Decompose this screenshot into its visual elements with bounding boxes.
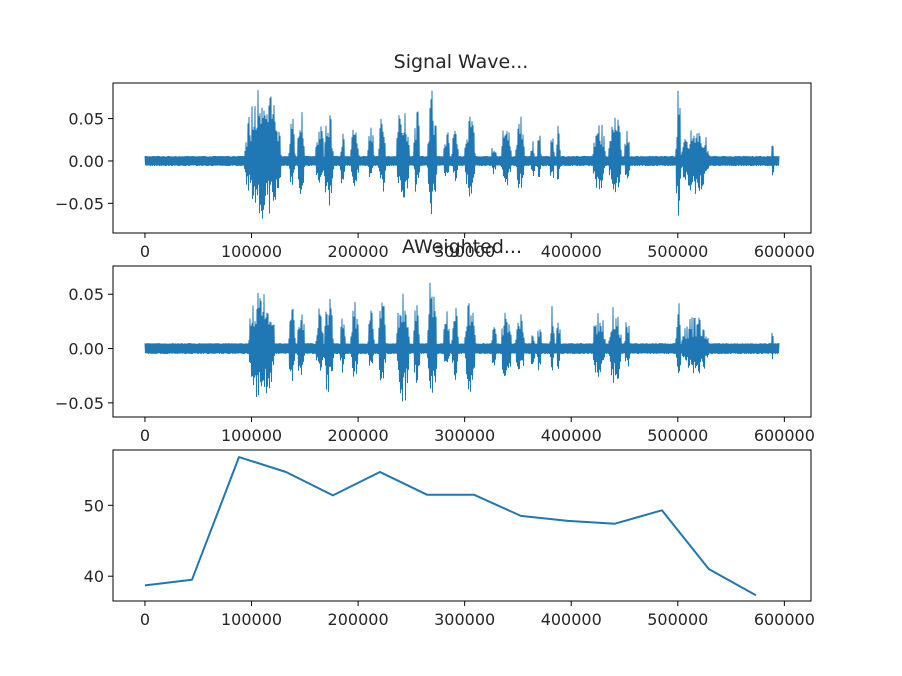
x-tick-label: 100000 (221, 242, 282, 261)
waveform-series-line (144, 90, 780, 219)
x-tick-label: 300000 (434, 610, 495, 629)
plot-frame (112, 265, 812, 418)
chart-title: AWeighted... (402, 236, 522, 258)
x-tick-label: 400000 (541, 610, 602, 629)
y-axis-ticks: 50 40 (84, 496, 113, 586)
y-axis-ticks: 0.05 0.00 −0.05 (55, 110, 113, 213)
x-tick-label: 100000 (221, 426, 282, 445)
plot-frame (112, 449, 812, 602)
chart-title: Signal Wave... (394, 51, 529, 73)
x-axis-ticks: 0 100000 200000 300000 400000 500000 600000 (140, 601, 815, 629)
plot-frame (112, 82, 812, 234)
y-axis-ticks: 0.05 0.00 −0.05 (55, 285, 113, 413)
subplot-aweighted: 0 100000 200000 300000 400000 500000 600000 0.… (55, 236, 815, 445)
x-tick-label: 200000 (328, 426, 389, 445)
level-series-line (144, 456, 757, 597)
y-tick-label: 0.05 (68, 110, 104, 129)
y-tick-label: 0.00 (68, 340, 104, 359)
y-tick-label: −0.05 (55, 194, 104, 213)
x-tick-label: 100000 (221, 610, 282, 629)
x-tick-label: 400000 (541, 242, 602, 261)
x-axis-ticks: 0 100000 200000 300000 400000 500000 600000 (140, 233, 815, 261)
x-tick-label: 300000 (434, 426, 495, 445)
y-tick-label: 40 (84, 567, 104, 586)
waveform-series-line (144, 282, 780, 402)
x-tick-label: 0 (140, 610, 150, 629)
x-tick-label: 400000 (541, 426, 602, 445)
y-tick-label: 0.00 (68, 152, 104, 171)
x-tick-label: 0 (140, 426, 150, 445)
x-axis-ticks: 0 100000 200000 300000 400000 500000 600000 (140, 417, 815, 445)
x-tick-label: 0 (140, 242, 150, 261)
subplot-signal-wave: Signal Wave... 0 100000 200000 300000 400000… (55, 51, 815, 261)
y-tick-label: −0.05 (55, 394, 104, 413)
x-tick-label: 600000 (754, 426, 815, 445)
x-tick-label: 600000 (754, 610, 815, 629)
x-tick-label: 200000 (328, 610, 389, 629)
y-tick-label: 0.05 (68, 285, 104, 304)
x-tick-label: 600000 (754, 242, 815, 261)
x-tick-label: 500000 (647, 610, 708, 629)
subplot-level: 0 100000 200000 300000 400000 500000 600000 50… (84, 449, 815, 629)
x-tick-label: 300000 (434, 242, 495, 261)
x-tick-label: 200000 (328, 242, 389, 261)
y-tick-label: 50 (84, 496, 104, 515)
x-tick-label: 500000 (647, 426, 708, 445)
x-tick-label: 500000 (647, 242, 708, 261)
